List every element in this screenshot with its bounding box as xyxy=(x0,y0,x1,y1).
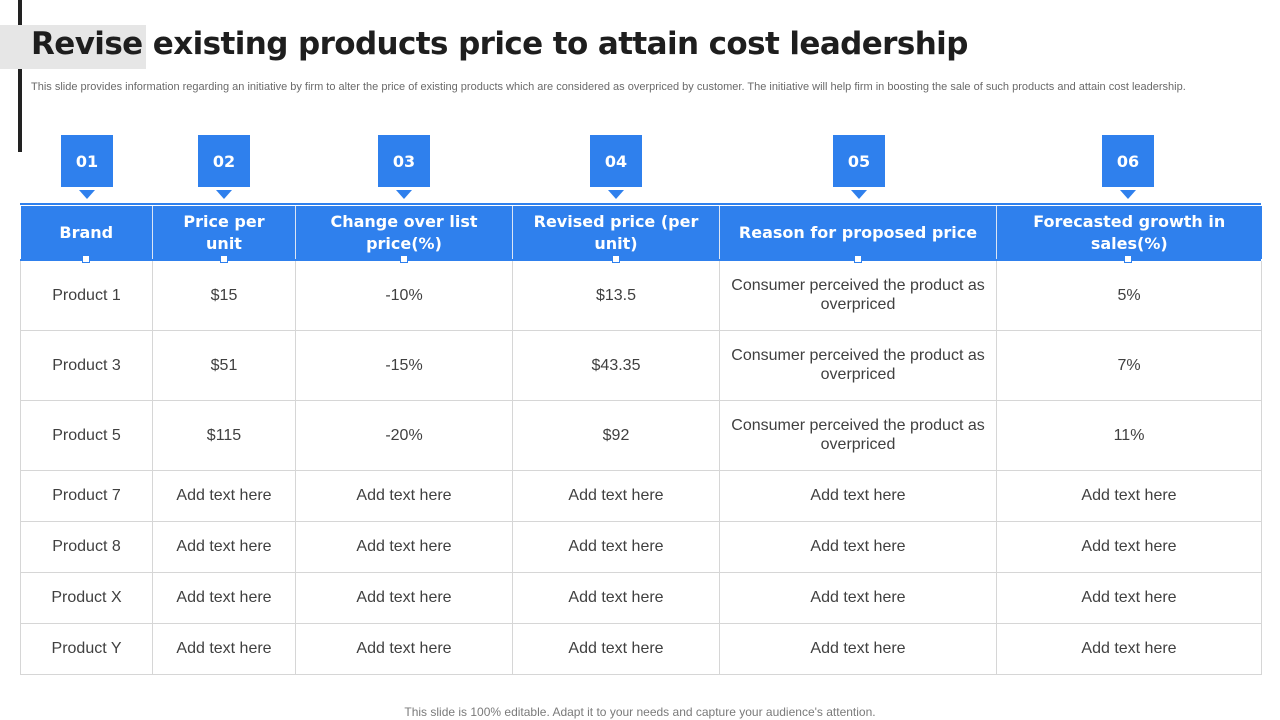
cell-price: Add text here xyxy=(152,469,296,522)
table-row: Product 5 $115 -20% $92 Consumer perceiv… xyxy=(20,399,1262,471)
cell-brand: Product Y xyxy=(20,622,153,675)
cell-price: Add text here xyxy=(152,571,296,624)
table-row: Product 1 $15 -10% $13.5 Consumer percei… xyxy=(20,259,1262,331)
cell-growth: Add text here xyxy=(996,622,1262,675)
pricing-table: Brand Price per unit Change over list pr… xyxy=(20,206,1262,675)
badge-arrow-icon xyxy=(79,190,95,199)
cell-change: Add text here xyxy=(295,622,513,675)
cell-brand: Product 8 xyxy=(20,520,153,573)
table-header-row: Brand Price per unit Change over list pr… xyxy=(20,206,1262,261)
cell-reason: Consumer perceived the product as overpr… xyxy=(719,259,997,331)
header-forecasted-growth: Forecasted growth in sales(%) xyxy=(996,206,1262,261)
cell-brand: Product 1 xyxy=(20,259,153,331)
table-row: Product 8 Add text here Add text here Ad… xyxy=(20,520,1262,573)
cell-reason: Add text here xyxy=(719,571,997,624)
header-price-per-unit: Price per unit xyxy=(152,206,296,261)
cell-growth: Add text here xyxy=(996,520,1262,573)
connector-node-icon xyxy=(220,255,228,263)
badge-arrow-icon xyxy=(608,190,624,199)
cell-brand: Product X xyxy=(20,571,153,624)
column-badge-02: 02 xyxy=(198,135,250,187)
header-brand: Brand xyxy=(20,206,153,261)
cell-price: $15 xyxy=(152,259,296,331)
cell-price: $115 xyxy=(152,399,296,471)
cell-growth: 5% xyxy=(996,259,1262,331)
page-title: Revise existing products price to attain… xyxy=(31,26,968,62)
column-badge-03: 03 xyxy=(378,135,430,187)
cell-revised-price: $92 xyxy=(512,399,720,471)
header-change-over-list-price: Change over list price(%) xyxy=(295,206,513,261)
cell-growth: Add text here xyxy=(996,469,1262,522)
cell-growth: 11% xyxy=(996,399,1262,471)
cell-change: Add text here xyxy=(295,469,513,522)
badge-arrow-icon xyxy=(1120,190,1136,199)
cell-reason: Consumer perceived the product as overpr… xyxy=(719,399,997,471)
footer-note: This slide is 100% editable. Adapt it to… xyxy=(404,705,876,719)
title-highlight xyxy=(0,25,146,69)
cell-revised-price: Add text here xyxy=(512,571,720,624)
cell-growth: Add text here xyxy=(996,571,1262,624)
cell-change: -20% xyxy=(295,399,513,471)
cell-change: Add text here xyxy=(295,571,513,624)
cell-reason: Add text here xyxy=(719,622,997,675)
cell-revised-price: Add text here xyxy=(512,469,720,522)
connector-node-icon xyxy=(1124,255,1132,263)
connector-node-icon xyxy=(854,255,862,263)
cell-brand: Product 5 xyxy=(20,399,153,471)
connector-node-icon xyxy=(400,255,408,263)
table-row: Product 3 $51 -15% $43.35 Consumer perce… xyxy=(20,329,1262,401)
accent-bar xyxy=(18,0,22,152)
badge-arrow-icon xyxy=(851,190,867,199)
cell-change: Add text here xyxy=(295,520,513,573)
column-badge-04: 04 xyxy=(590,135,642,187)
badge-arrow-icon xyxy=(216,190,232,199)
connector-node-icon xyxy=(82,255,90,263)
header-revised-price: Revised price (per unit) xyxy=(512,206,720,261)
table-top-rule xyxy=(20,203,1261,205)
cell-revised-price: $43.35 xyxy=(512,329,720,401)
header-bottom-rule xyxy=(20,259,1261,261)
cell-price: Add text here xyxy=(152,622,296,675)
cell-revised-price: Add text here xyxy=(512,520,720,573)
table-row: Product Y Add text here Add text here Ad… xyxy=(20,622,1262,675)
cell-price: $51 xyxy=(152,329,296,401)
cell-growth: 7% xyxy=(996,329,1262,401)
badge-arrow-icon xyxy=(396,190,412,199)
table-row: Product X Add text here Add text here Ad… xyxy=(20,571,1262,624)
column-badge-05: 05 xyxy=(833,135,885,187)
header-reason: Reason for proposed price xyxy=(719,206,997,261)
page-subtitle: This slide provides information regardin… xyxy=(31,81,1186,93)
connector-node-icon xyxy=(612,255,620,263)
cell-change: -15% xyxy=(295,329,513,401)
cell-brand: Product 3 xyxy=(20,329,153,401)
cell-reason: Add text here xyxy=(719,520,997,573)
cell-reason: Add text here xyxy=(719,469,997,522)
cell-revised-price: Add text here xyxy=(512,622,720,675)
cell-price: Add text here xyxy=(152,520,296,573)
table-row: Product 7 Add text here Add text here Ad… xyxy=(20,469,1262,522)
column-badge-01: 01 xyxy=(61,135,113,187)
cell-brand: Product 7 xyxy=(20,469,153,522)
cell-change: -10% xyxy=(295,259,513,331)
cell-revised-price: $13.5 xyxy=(512,259,720,331)
cell-reason: Consumer perceived the product as overpr… xyxy=(719,329,997,401)
column-badge-06: 06 xyxy=(1102,135,1154,187)
